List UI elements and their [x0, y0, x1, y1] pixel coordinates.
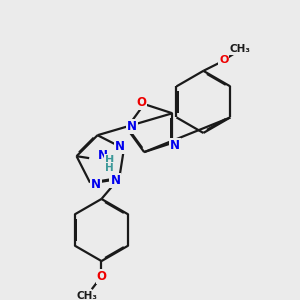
Text: O: O — [136, 96, 146, 109]
Text: N: N — [170, 139, 180, 152]
Text: O: O — [219, 55, 228, 65]
Text: N: N — [98, 149, 108, 162]
Text: CH₃: CH₃ — [76, 291, 98, 300]
Text: O: O — [97, 270, 106, 283]
Text: N: N — [115, 140, 125, 153]
Text: N: N — [110, 174, 120, 188]
Text: N: N — [91, 178, 101, 191]
Text: H: H — [105, 163, 114, 173]
Text: H: H — [105, 155, 114, 165]
Text: CH₃: CH₃ — [230, 44, 251, 55]
Text: N: N — [127, 120, 136, 133]
